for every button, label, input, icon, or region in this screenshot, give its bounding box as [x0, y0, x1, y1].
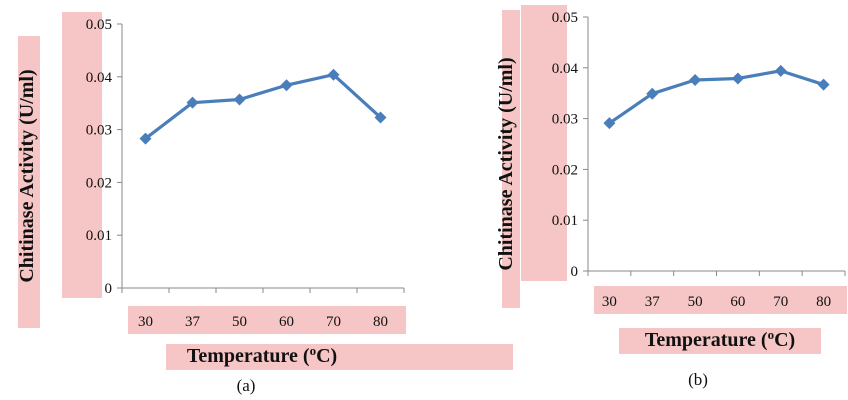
y-tick-label: 0 [105, 281, 113, 297]
chart-a: 0 0.01 0.02 0.03 0.04 0.05 30 37 50 60 70 80 Tempera… [16, 12, 513, 395]
x-tick-label: 37 [645, 294, 661, 310]
x-tick-label: 60 [730, 294, 745, 310]
x-tick-label: 80 [373, 314, 388, 330]
x-tick-label: 30 [138, 314, 153, 330]
data-point [603, 117, 616, 130]
x-tick-label: 60 [279, 314, 294, 330]
y-tick-highlight [521, 5, 567, 281]
y-tick-label: 0.05 [552, 10, 578, 26]
series-line [144, 73, 382, 140]
data-point [139, 132, 152, 145]
y-axis-label: Chitinase Activity (U/ml) [495, 57, 517, 270]
chart-caption: (b) [688, 370, 708, 389]
data-point [186, 96, 199, 109]
y-axis-label: Chitinase Activity (U/ml) [16, 69, 38, 282]
y-tick-label: 0.04 [552, 61, 579, 77]
x-tick-label: 30 [602, 294, 617, 310]
x-axis-label-sup: o [310, 343, 317, 358]
data-point [689, 73, 702, 86]
y-tick-highlight [62, 12, 102, 298]
chart-b: 0 0.01 0.02 0.03 0.04 0.05 30 37 50 60 70 80 Tempera… [495, 5, 847, 389]
y-tick-label: 0.02 [552, 162, 578, 178]
x-axis-label-main: Temperature ( [645, 329, 768, 351]
y-tick-label: 0.01 [552, 213, 578, 229]
data-point [817, 78, 830, 91]
y-tick-label: 0.01 [86, 228, 112, 244]
x-tick-label: 50 [232, 314, 247, 330]
data-point [280, 79, 293, 92]
x-label-highlight [619, 328, 821, 354]
x-axis-label: Temperature (oC) [645, 327, 795, 352]
x-axis-label-end: C) [316, 345, 337, 367]
chart-caption: (a) [237, 376, 256, 395]
y-tick-label: 0.02 [86, 175, 112, 191]
y-label-highlight [502, 10, 520, 308]
y-tick-label: 0.05 [86, 17, 112, 33]
y-tick-label: 0 [571, 264, 579, 280]
y-label-highlight [18, 36, 40, 328]
x-tick-label: 80 [816, 294, 831, 310]
x-tick-label: 50 [688, 294, 703, 310]
y-tick-label: 0.04 [86, 70, 113, 86]
x-axis-label-end: C) [774, 329, 795, 351]
series-line [608, 69, 825, 125]
data-point [731, 72, 744, 85]
y-tick-label: 0.03 [552, 112, 578, 128]
x-tick-highlight [128, 306, 406, 334]
data-point [374, 111, 387, 124]
x-tick-highlight [594, 286, 847, 314]
x-axis-label: Temperature (oC) [187, 343, 337, 368]
x-tick-label: 70 [773, 294, 788, 310]
data-point [646, 87, 659, 100]
data-point [774, 64, 787, 77]
x-axis-label-main: Temperature ( [187, 345, 310, 367]
x-axis-label-sup: o [768, 327, 775, 342]
x-tick-label: 37 [185, 314, 201, 330]
x-label-highlight [166, 344, 513, 370]
data-point [233, 93, 246, 106]
y-tick-label: 0.03 [86, 123, 112, 139]
data-point [327, 68, 340, 81]
x-tick-label: 70 [326, 314, 341, 330]
